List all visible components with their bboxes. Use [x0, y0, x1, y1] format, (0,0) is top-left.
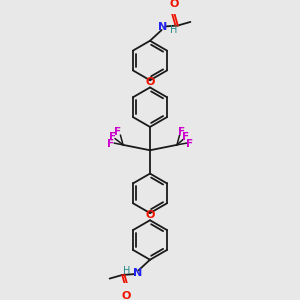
Text: H: H — [170, 25, 177, 35]
Text: F: F — [114, 127, 121, 137]
Text: F: F — [107, 139, 114, 149]
Text: H: H — [123, 266, 130, 275]
Text: O: O — [121, 291, 130, 300]
Text: F: F — [109, 132, 116, 142]
Text: O: O — [169, 0, 179, 9]
Text: F: F — [186, 139, 193, 149]
Text: N: N — [158, 22, 167, 32]
Text: F: F — [178, 127, 185, 137]
Text: N: N — [133, 268, 142, 278]
Text: F: F — [182, 132, 190, 142]
Text: O: O — [145, 77, 155, 87]
Text: O: O — [145, 210, 155, 220]
